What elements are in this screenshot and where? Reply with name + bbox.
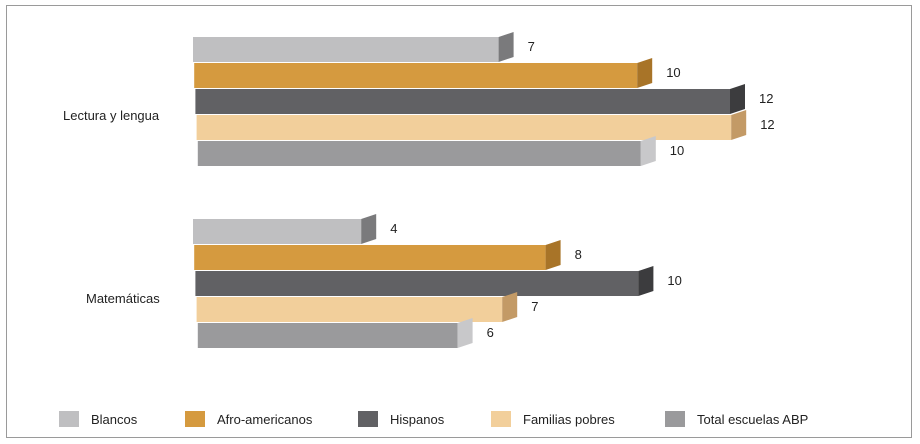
bar-side: [361, 214, 377, 244]
bar-face: [195, 271, 639, 296]
legend-label-familias-pobres: Familias pobres: [523, 411, 615, 427]
data-label-familias-pobres-lectura-y-lengua: 12: [760, 117, 774, 132]
bar-face: [193, 219, 362, 244]
bar-side: [730, 84, 745, 114]
category-label-lectura: Lectura y lengua: [63, 108, 160, 123]
bar-afro-americanos-matematicas: 8: [194, 240, 582, 270]
bar-face: [194, 63, 638, 88]
bar-total-escuelas-abp-matematicas: 6: [197, 318, 494, 348]
bar-side: [640, 136, 656, 166]
data-label-hispanos-matematicas: 10: [667, 273, 681, 288]
data-label-blancos-matematicas: 4: [390, 221, 397, 236]
legend-label-hispanos: Hispanos: [390, 411, 445, 427]
legend-swatch-familias-pobres: [491, 411, 511, 427]
data-label-total-escuelas-abp-matematicas: 6: [487, 325, 494, 340]
data-label-total-escuelas-abp-lectura-y-lengua: 10: [670, 143, 684, 158]
legend-swatch-total-escuelas-abp: [665, 411, 685, 427]
bar-side: [637, 58, 653, 88]
bar-blancos-matematicas: 4: [193, 214, 397, 244]
bar-hispanos-matematicas: 10: [195, 266, 682, 296]
data-label-hispanos-lectura-y-lengua: 12: [759, 91, 773, 106]
bar-face: [196, 297, 503, 322]
bar-blancos-lectura-y-lengua: 7: [193, 32, 535, 62]
category-label-matematicas: Matemáticas: [86, 291, 160, 306]
legend-swatch-afro-americanos: [185, 411, 205, 427]
legend-item-total-escuelas-abp: Total escuelas ABP: [665, 407, 808, 431]
chart-frame: Lectura y lengua Matemáticas 7 10 12 12 10 4 8…: [6, 5, 912, 438]
data-label-afro-americanos-lectura-y-lengua: 10: [666, 65, 680, 80]
legend-item-afro-americanos: Afro-americanos: [185, 407, 312, 431]
legend-label-afro-americanos: Afro-americanos: [217, 411, 313, 427]
legend-item-blancos: Blancos: [59, 407, 137, 431]
bar-total-escuelas-abp-lectura-y-lengua: 10: [197, 136, 684, 166]
legend-item-familias-pobres: Familias pobres: [491, 407, 615, 431]
bar-side: [502, 292, 518, 322]
bar-face: [194, 245, 546, 270]
bar-hispanos-lectura-y-lengua: 12: [195, 84, 773, 114]
legend-label-total-escuelas-abp: Total escuelas ABP: [697, 411, 809, 427]
data-label-afro-americanos-matematicas: 8: [575, 247, 582, 262]
bar-face: [193, 37, 499, 62]
bar-side: [731, 110, 747, 140]
legend-item-hispanos: Hispanos: [358, 407, 444, 431]
legend-swatch-blancos: [59, 411, 79, 427]
bar-face: [197, 141, 641, 166]
legend: Blancos Afro-americanos Hispanos Familia…: [7, 407, 913, 431]
bar-afro-americanos-lectura-y-lengua: 10: [194, 58, 681, 88]
bar-familias-pobres-lectura-y-lengua: 12: [196, 110, 775, 140]
legend-label-blancos: Blancos: [91, 411, 138, 427]
bar-side: [638, 266, 654, 296]
data-label-familias-pobres-matematicas: 7: [531, 299, 538, 314]
bar-chart: 7 10 12 12 10 4 8 10 7 6: [193, 32, 775, 348]
bar-face: [196, 115, 732, 140]
bar-side: [457, 318, 473, 348]
bar-side: [498, 32, 514, 62]
bar-face: [197, 323, 458, 348]
data-label-blancos-lectura-y-lengua: 7: [528, 39, 535, 54]
legend-swatch-hispanos: [358, 411, 378, 427]
bar-familias-pobres-matematicas: 7: [196, 292, 538, 322]
bar-face: [195, 89, 730, 114]
bar-side: [545, 240, 561, 270]
